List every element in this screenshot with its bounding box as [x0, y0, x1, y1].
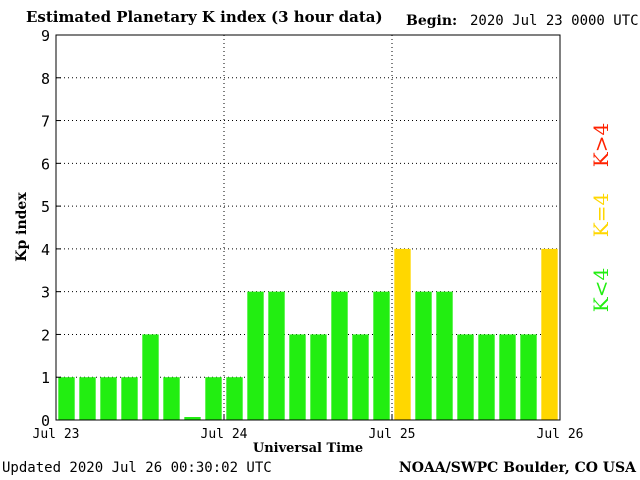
kp-bar — [268, 291, 285, 420]
kp-bar — [415, 291, 432, 420]
y-tick-label: 4 — [41, 241, 50, 259]
plot-frame — [55, 34, 561, 421]
legend-item: K>4 — [589, 123, 613, 167]
y-tick-label: 1 — [41, 369, 50, 387]
y-axis-ticks: 0 1 2 3 4 5 6 7 8 9 — [41, 27, 61, 430]
y-tick-label: 2 — [41, 326, 50, 344]
kp-bar — [520, 334, 537, 420]
kp-bar — [79, 377, 96, 420]
y-tick-label: 0 — [41, 412, 50, 430]
kp-bar — [226, 377, 243, 420]
kp-bar — [58, 377, 75, 420]
kp-bar — [310, 334, 327, 420]
credit-text: NOAA/SWPC Boulder, CO USA — [398, 460, 636, 476]
kp-bar — [499, 334, 516, 420]
y-tick-label: 8 — [41, 70, 50, 88]
kp-bar — [394, 248, 411, 420]
chart-title: Estimated Planetary K index (3 hour data… — [26, 8, 383, 26]
kp-bar — [436, 291, 453, 420]
kp-bar — [373, 291, 390, 420]
grid-lines — [56, 35, 560, 420]
updated-timestamp: Updated 2020 Jul 26 00:30:02 UTC — [2, 460, 272, 476]
kp-bar — [142, 334, 159, 420]
bars-group — [58, 248, 558, 420]
kp-bar — [289, 334, 306, 420]
legend-item: K<4 — [589, 268, 613, 312]
kp-bar — [541, 248, 558, 420]
y-tick-label: 7 — [41, 113, 50, 131]
y-tick-label: 6 — [41, 155, 50, 173]
y-tick-label: 9 — [41, 27, 50, 45]
kp-bar — [184, 417, 201, 420]
kp-bar — [457, 334, 474, 420]
x-tick-label: Jul 23 — [33, 427, 80, 442]
y-axis-label: Kp index — [14, 192, 30, 262]
kp-bar — [331, 291, 348, 420]
kp-bar — [121, 377, 138, 420]
kp-bar — [478, 334, 495, 420]
x-axis-label: Universal Time — [253, 441, 363, 456]
kp-bar — [247, 291, 264, 420]
legend: K<4 K=4 K>4 — [589, 123, 613, 312]
x-tick-label: Jul 25 — [369, 427, 416, 442]
begin-value: 2020 Jul 23 0000 UTC — [470, 13, 639, 29]
x-axis-ticks: Jul 23 Jul 24 Jul 25 Jul 26 — [33, 414, 584, 442]
y-tick-label: 5 — [41, 198, 50, 216]
kp-bar — [205, 377, 222, 420]
y-tick-label: 3 — [41, 284, 50, 302]
legend-item: K=4 — [589, 193, 613, 237]
kp-bar — [352, 334, 369, 420]
begin-label: Begin: — [406, 13, 458, 29]
x-tick-label: Jul 26 — [537, 427, 584, 442]
kp-bar — [100, 377, 117, 420]
x-tick-label: Jul 24 — [201, 427, 248, 442]
kp-bar — [163, 377, 180, 420]
